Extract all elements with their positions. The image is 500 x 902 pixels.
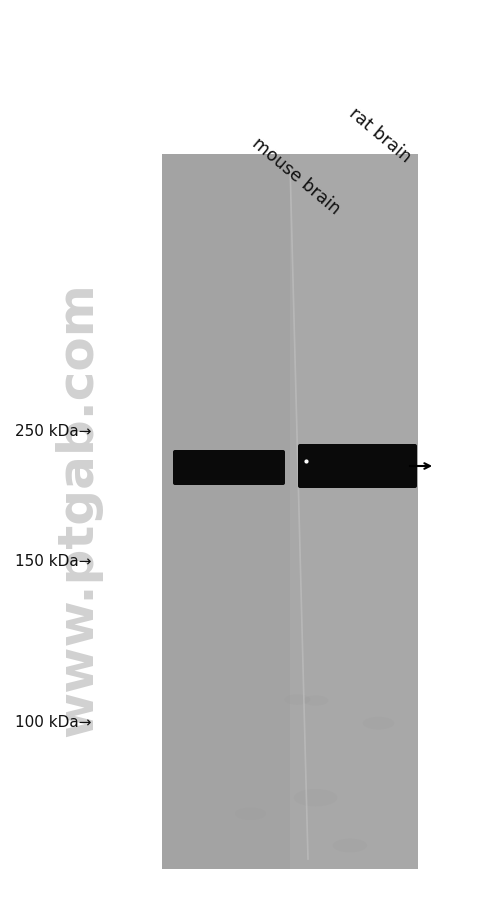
Text: 150 kDa→: 150 kDa→ [15,554,92,569]
Text: rat brain: rat brain [345,104,414,166]
FancyBboxPatch shape [173,450,285,485]
Ellipse shape [363,717,394,730]
Ellipse shape [303,695,328,705]
Bar [304,447,411,457]
Bar [179,454,279,461]
Ellipse shape [294,789,337,806]
Bar [162,155,290,869]
Text: mouse brain: mouse brain [248,134,343,218]
Bar [162,155,418,869]
Ellipse shape [284,695,310,705]
Ellipse shape [333,839,367,852]
Text: 100 kDa→: 100 kDa→ [15,714,92,730]
Text: 250 kDa→: 250 kDa→ [15,424,92,439]
FancyBboxPatch shape [298,445,417,489]
Text: www.ptgab.com: www.ptgab.com [54,282,102,737]
Ellipse shape [235,807,266,820]
